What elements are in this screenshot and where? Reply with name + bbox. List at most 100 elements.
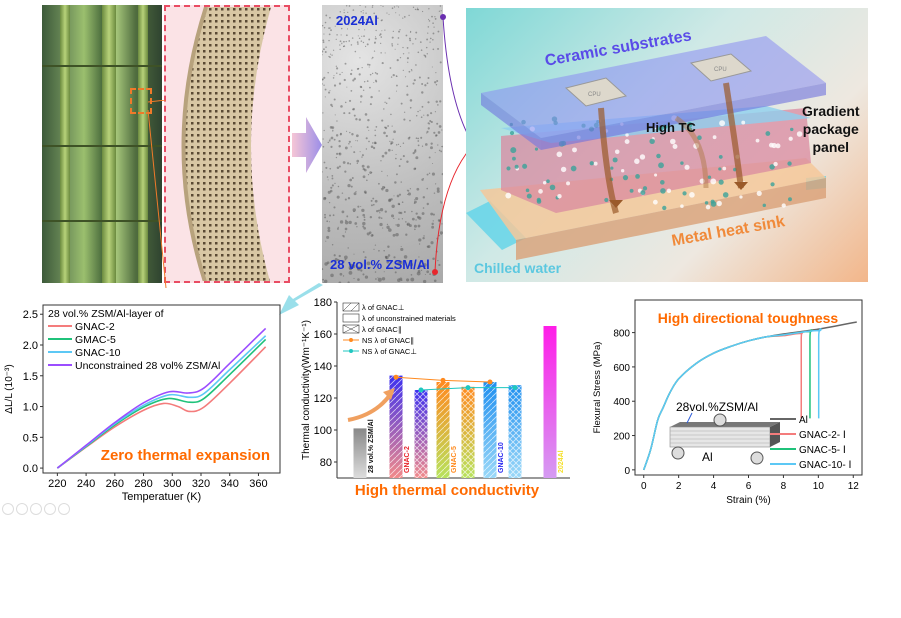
sem-particle bbox=[338, 140, 341, 143]
sem-particle bbox=[333, 138, 336, 141]
sem-particle bbox=[353, 210, 355, 213]
sem-particle bbox=[399, 57, 402, 59]
sem-particle bbox=[338, 281, 342, 283]
sem-particle bbox=[362, 41, 365, 44]
sem-particle bbox=[344, 258, 347, 261]
sem-particle bbox=[322, 39, 325, 42]
sem-particle bbox=[429, 119, 432, 122]
sem-particle bbox=[426, 53, 428, 55]
sem-particle bbox=[366, 179, 368, 182]
sem-particle bbox=[381, 62, 384, 65]
sem-particle bbox=[325, 14, 328, 17]
legend-title: 28 vol.% ZSM/Al-layer of bbox=[48, 308, 164, 320]
particle-dot bbox=[718, 154, 723, 159]
sem-particle bbox=[437, 131, 441, 134]
sem-particle bbox=[336, 72, 338, 74]
sem-particle bbox=[430, 112, 433, 115]
sem-particle bbox=[426, 202, 429, 206]
sem-particle bbox=[331, 184, 334, 187]
sem-particle bbox=[355, 118, 358, 121]
sem-particle bbox=[418, 264, 422, 268]
particle-dot bbox=[796, 131, 803, 137]
cpu-label: CPU bbox=[588, 92, 601, 98]
sem-particle bbox=[366, 80, 369, 83]
sem-particle bbox=[350, 146, 352, 148]
sem-particle bbox=[434, 81, 437, 84]
save-icon[interactable] bbox=[30, 503, 42, 515]
sem-particle bbox=[395, 12, 397, 14]
y-tick-label: 2.5 bbox=[23, 309, 38, 321]
sem-particle bbox=[422, 196, 426, 199]
sem-particle bbox=[361, 156, 363, 158]
sem-particle bbox=[415, 156, 419, 160]
legend-label: NS λ of GNAC∥ bbox=[362, 336, 414, 345]
sem-particle bbox=[378, 216, 381, 219]
particle-dot bbox=[649, 138, 655, 145]
sem-particle bbox=[324, 96, 326, 98]
sem-particle bbox=[408, 70, 411, 73]
sem-particle bbox=[403, 15, 406, 18]
particle-dot bbox=[542, 181, 547, 185]
sem-particle bbox=[433, 26, 435, 28]
particle-dot bbox=[771, 142, 777, 149]
sem-particle bbox=[363, 81, 366, 83]
sem-particle bbox=[326, 235, 330, 239]
sem-particle bbox=[322, 145, 325, 148]
particle-dot bbox=[710, 201, 717, 207]
sem-particle bbox=[376, 209, 379, 213]
sem-particle bbox=[432, 22, 434, 24]
sem-particle bbox=[400, 246, 402, 248]
particle-dot bbox=[704, 201, 709, 205]
chart-title: High thermal conductivity bbox=[355, 482, 540, 499]
sem-particle bbox=[330, 29, 332, 32]
sem-particle bbox=[414, 149, 417, 152]
sem-particle bbox=[335, 38, 337, 40]
more-icon[interactable] bbox=[58, 503, 70, 515]
sem-particle bbox=[418, 238, 422, 242]
particle-dot bbox=[722, 192, 729, 198]
toolbar-icon[interactable] bbox=[2, 503, 14, 515]
sem-particle bbox=[407, 61, 409, 63]
sem-particle bbox=[341, 71, 343, 74]
sem-particle bbox=[383, 271, 385, 273]
sem-particle bbox=[417, 224, 421, 228]
sem-particle bbox=[328, 33, 331, 36]
sem-particle bbox=[384, 210, 387, 213]
sem-particle bbox=[429, 123, 431, 125]
sem-particle bbox=[377, 277, 379, 279]
sem-particle bbox=[326, 261, 330, 265]
sem-particle bbox=[399, 277, 403, 281]
sem-particle bbox=[427, 122, 430, 125]
sem-particle bbox=[440, 150, 443, 153]
sem-particle bbox=[334, 114, 336, 116]
x-tick-label: 2 bbox=[676, 481, 682, 492]
sem-particle bbox=[347, 281, 350, 283]
high-tc-label: High TC bbox=[646, 120, 696, 135]
beam-side bbox=[669, 426, 771, 448]
sem-particle bbox=[433, 131, 436, 134]
sem-particle bbox=[395, 153, 397, 156]
sem-particle bbox=[355, 134, 359, 138]
series-line-unconstrained-28-vol-zsm-al bbox=[56, 327, 267, 469]
legend-marker bbox=[349, 338, 353, 342]
sem-particle bbox=[348, 140, 351, 143]
sem-particle bbox=[360, 95, 363, 98]
coating-pointer bbox=[686, 412, 693, 424]
zoom-icon[interactable] bbox=[44, 503, 56, 515]
legend-label: NS λ of GNAC⊥ bbox=[362, 347, 417, 356]
sem-particle bbox=[339, 133, 342, 136]
sem-particle bbox=[362, 89, 365, 92]
sem-particle bbox=[429, 37, 432, 40]
sem-particle bbox=[430, 241, 434, 245]
three-point-bending-inset: 28vol.%ZSM/Al Al bbox=[669, 400, 780, 465]
particle-dot bbox=[549, 184, 556, 191]
x-tick-label: 340 bbox=[221, 478, 239, 490]
sem-particle bbox=[380, 36, 383, 38]
sem-particle bbox=[407, 192, 411, 196]
edit-icon[interactable] bbox=[16, 503, 28, 515]
sem-particle bbox=[364, 191, 367, 195]
sem-particle bbox=[434, 18, 437, 20]
sem-particle bbox=[437, 260, 439, 262]
sem-particle bbox=[329, 126, 333, 129]
sem-particle bbox=[396, 59, 399, 62]
